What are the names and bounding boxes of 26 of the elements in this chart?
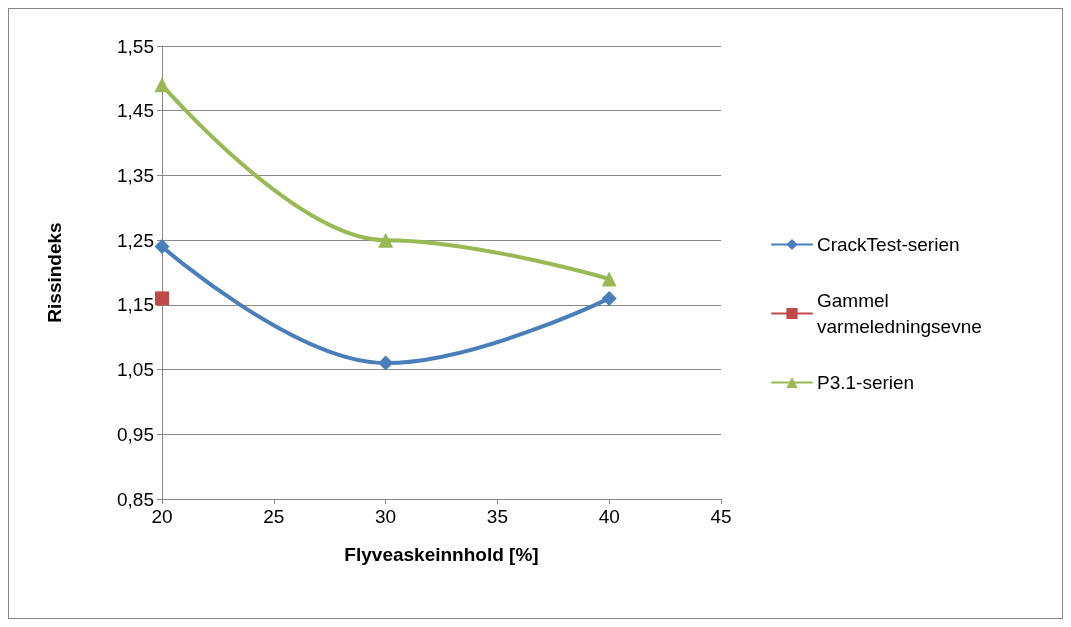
y-tick-label: 0,85 (117, 488, 154, 510)
y-axis-title: Rissindeks (44, 222, 65, 323)
point (601, 290, 617, 306)
point (154, 239, 170, 255)
point (154, 77, 170, 93)
legend-label: Gammel varmeledningsevne (817, 290, 982, 337)
y-tick-label: 1,35 (117, 164, 154, 186)
point (601, 271, 617, 287)
y-tick-label: 1,05 (117, 359, 154, 381)
x-tick-label: 30 (375, 506, 397, 527)
x-tick-label: 35 (486, 506, 508, 527)
legend-label: CrackTest-serien (817, 234, 960, 255)
point (378, 232, 394, 248)
y-tick-label: 1,25 (117, 229, 154, 251)
point (155, 291, 169, 306)
x-tick-label: 20 (151, 506, 173, 527)
y-tick-label: 0,95 (117, 423, 154, 445)
legend-label: P3.1-serien (817, 372, 915, 393)
y-tick-label: 1,15 (117, 294, 154, 316)
x-tick-label: 40 (598, 506, 620, 527)
x-tick-label: 45 (710, 506, 732, 527)
y-tick-label: 1,55 (117, 35, 154, 57)
y-tick-label: 1,45 (117, 100, 154, 122)
point (378, 355, 394, 371)
x-tick-label: 25 (263, 506, 285, 527)
x-axis-title: Flyveaskeinnhold [%] (344, 544, 539, 565)
